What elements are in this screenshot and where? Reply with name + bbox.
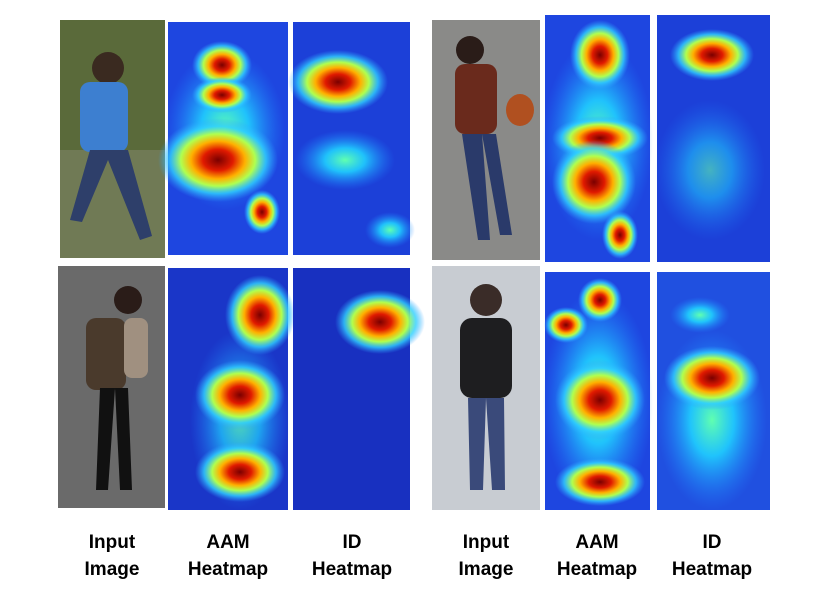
caption: Image bbox=[459, 559, 514, 580]
caption: Input bbox=[463, 532, 510, 553]
id-heatmap bbox=[293, 268, 425, 510]
id-heatmap bbox=[657, 272, 770, 510]
caption: AAM bbox=[206, 532, 249, 553]
id-heatmap bbox=[288, 22, 415, 255]
caption: AAM bbox=[575, 532, 618, 553]
caption: Heatmap bbox=[672, 559, 752, 580]
aam-heatmap bbox=[543, 15, 653, 262]
input-image bbox=[432, 20, 540, 260]
aam-heatmap bbox=[168, 268, 295, 510]
id-heatmap bbox=[655, 15, 770, 262]
caption: Image bbox=[85, 559, 140, 580]
caption: Input bbox=[89, 532, 136, 553]
input-image bbox=[58, 266, 165, 508]
caption: Heatmap bbox=[312, 559, 392, 580]
input-image bbox=[432, 266, 540, 510]
caption: ID bbox=[703, 532, 722, 553]
caption: Heatmap bbox=[557, 559, 637, 580]
aam-heatmap bbox=[158, 22, 288, 255]
input-image bbox=[60, 20, 165, 258]
aam-heatmap bbox=[543, 272, 653, 510]
caption: Heatmap bbox=[188, 559, 268, 580]
caption: ID bbox=[343, 532, 362, 553]
